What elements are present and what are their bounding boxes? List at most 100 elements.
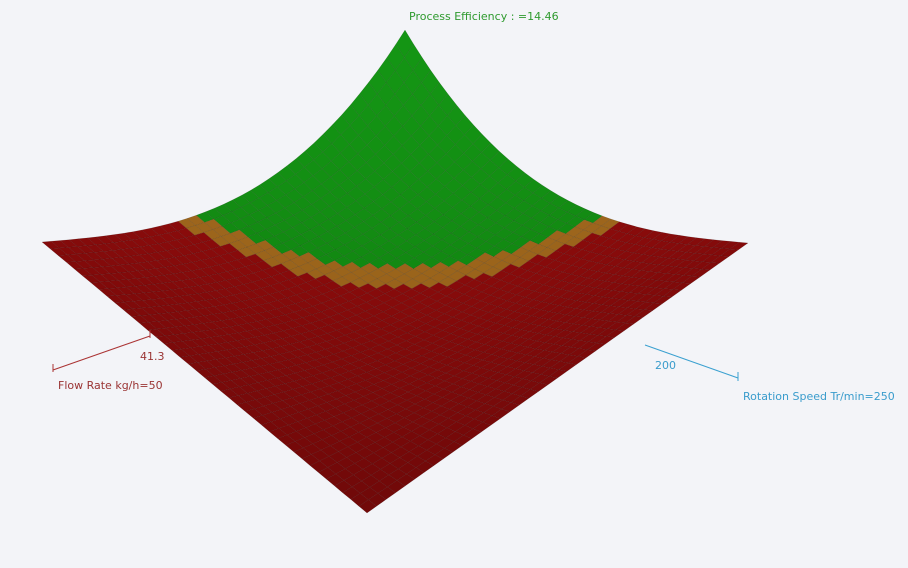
surface-cell — [515, 362, 535, 371]
surface-cell — [719, 248, 740, 257]
surface-cell — [242, 360, 261, 369]
surface-cell — [518, 260, 538, 271]
surface-cell — [471, 300, 490, 310]
surface-cell — [94, 243, 114, 252]
surface-cell — [122, 308, 142, 317]
surface-cell — [185, 309, 205, 318]
surface-cell — [229, 317, 249, 326]
surface-cell — [669, 235, 689, 244]
surface-cell — [472, 151, 491, 170]
surface-cell — [584, 295, 604, 304]
surface-cell — [139, 245, 159, 254]
surface-cell — [499, 350, 519, 360]
surface-cell — [508, 344, 529, 354]
surface-cell — [231, 309, 250, 318]
surface-cell — [454, 134, 474, 154]
surface-cell — [416, 215, 435, 229]
surface-cell — [729, 241, 749, 251]
surface-cell — [653, 295, 673, 305]
surface-cell — [482, 415, 501, 426]
surface-cell — [384, 360, 404, 369]
surface-cell — [374, 162, 393, 180]
surface-cell — [307, 405, 327, 415]
surface-cell — [419, 135, 438, 155]
surface-cell — [711, 247, 731, 256]
surface-cell — [405, 403, 425, 414]
surface-cell — [365, 153, 385, 172]
surface-cell — [296, 354, 316, 363]
surface-cell — [260, 285, 280, 295]
surface-cell — [235, 266, 255, 276]
surface-cell — [503, 384, 523, 394]
surface-cell — [185, 225, 205, 236]
surface-cell — [450, 394, 469, 404]
surface-cell — [449, 249, 468, 262]
surface-cell — [543, 278, 563, 288]
surface-cell — [386, 257, 406, 270]
surface-cell — [527, 263, 546, 274]
surface-cell — [388, 234, 408, 248]
y-axis-line — [644, 344, 739, 379]
surface-cell — [420, 358, 440, 368]
surface-cell — [264, 246, 283, 258]
surface-cell — [551, 280, 571, 290]
surface-cell — [86, 236, 106, 245]
surface-cell — [328, 451, 348, 463]
surface-cell — [573, 309, 594, 318]
surface-cell — [343, 474, 363, 488]
surface-cell — [427, 301, 446, 311]
surface-cell — [574, 301, 595, 311]
surface-cell — [183, 324, 203, 333]
surface-cell — [435, 170, 455, 187]
surface-cell — [536, 334, 556, 343]
surface-cell — [316, 254, 336, 266]
surface-cell — [285, 303, 305, 313]
surface-cell — [159, 223, 178, 234]
surface-cell — [513, 370, 534, 380]
surface-cell — [407, 456, 426, 468]
surface-cell — [452, 199, 471, 214]
surface-cell — [129, 254, 149, 264]
surface-cell — [356, 437, 376, 448]
surface-cell — [512, 321, 532, 330]
surface-cell — [220, 388, 239, 399]
surface-cell — [379, 400, 399, 410]
surface-cell — [236, 338, 255, 347]
surface-cell — [313, 429, 333, 440]
surface-cell — [636, 294, 656, 303]
surface-cell — [427, 162, 446, 180]
surface-cell — [635, 301, 655, 310]
surface-cell — [322, 143, 341, 162]
surface-cell — [646, 279, 666, 289]
surface-cell — [267, 369, 287, 379]
surface-cell — [438, 93, 457, 116]
surface-cell — [403, 93, 422, 117]
surface-cell — [378, 409, 397, 419]
surface-cell — [208, 343, 228, 352]
surface-cell — [674, 267, 694, 276]
surface-cell — [216, 279, 235, 289]
surface-cell — [277, 434, 296, 446]
surface-cell — [489, 167, 508, 184]
surface-cell — [444, 177, 463, 194]
surface-cell — [480, 159, 500, 177]
surface-cell — [408, 379, 428, 388]
surface-cell — [212, 312, 232, 321]
surface-cell — [272, 253, 291, 265]
surface-cell — [252, 414, 272, 426]
surface-cell — [344, 331, 364, 341]
surface-cell — [499, 273, 519, 284]
surface-cell — [602, 290, 622, 299]
surface-cell — [434, 200, 454, 216]
surface-cell — [219, 252, 238, 263]
surface-cell — [168, 220, 187, 231]
surface-cell — [320, 377, 340, 387]
surface-cell — [240, 307, 259, 316]
surface-cell — [456, 264, 476, 276]
surface-cell — [122, 239, 141, 249]
surface-cell — [341, 355, 361, 364]
surface-cell — [603, 282, 623, 291]
surface-cell — [396, 252, 415, 264]
surface-cell — [617, 233, 637, 243]
